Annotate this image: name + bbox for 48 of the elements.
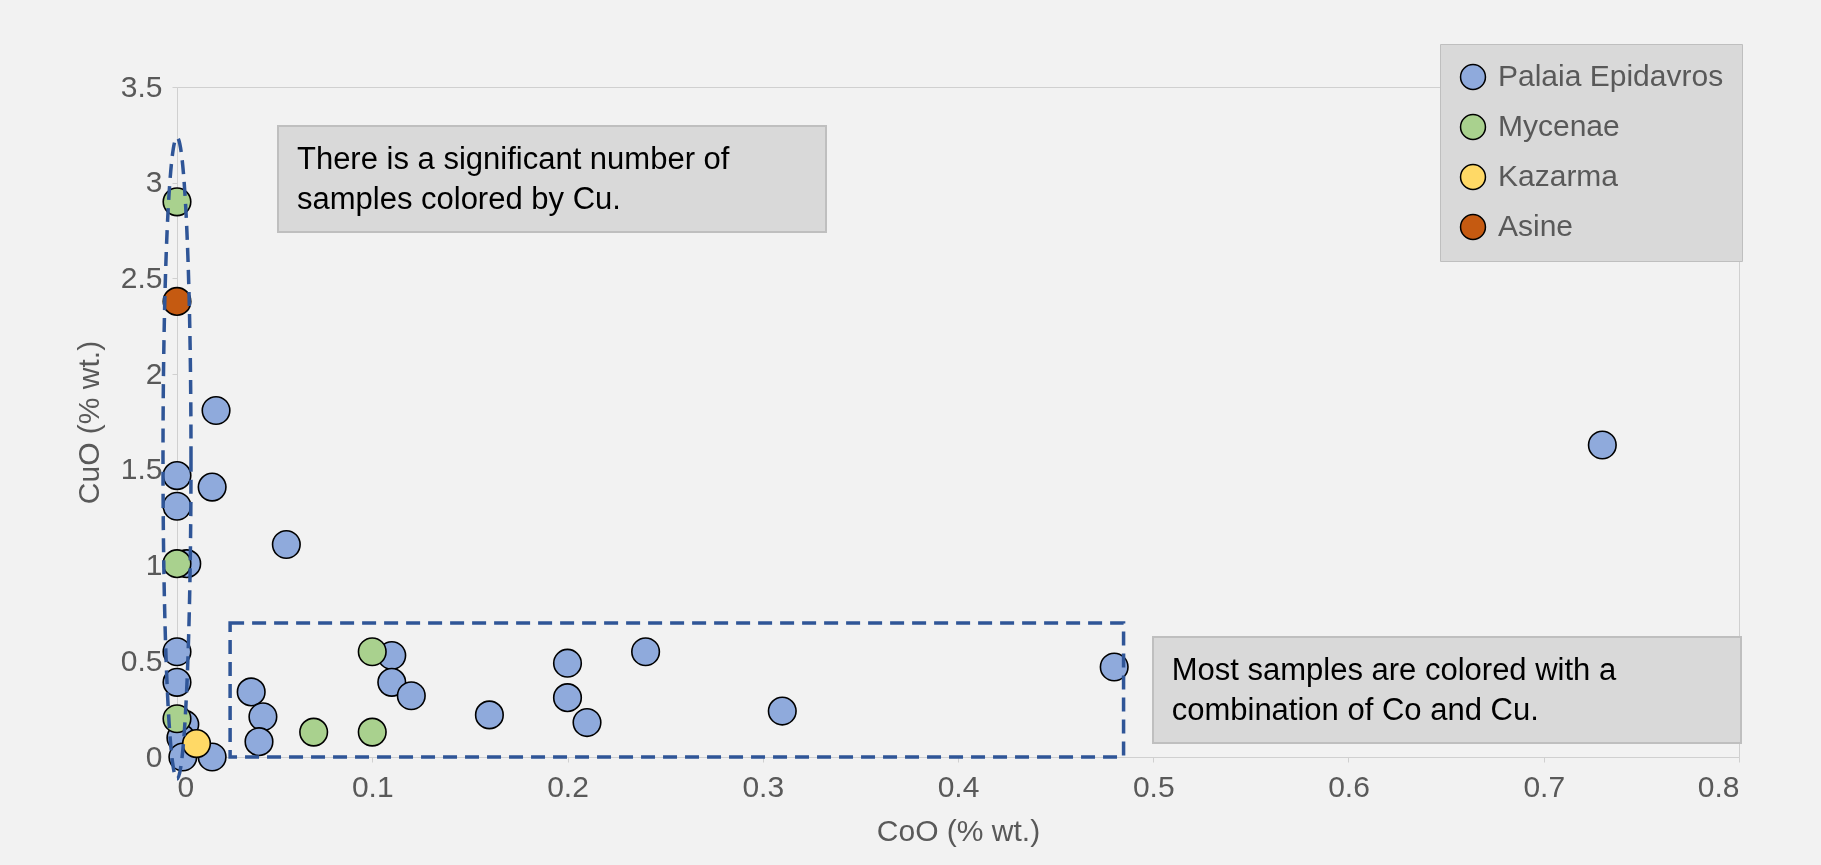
legend-label: Palaia Epidavros [1498,59,1724,92]
y-tick-label: 3.5 [120,69,163,103]
point [162,491,192,521]
x-tick-label: 0.2 [547,769,589,803]
point [552,648,583,678]
point [396,681,426,711]
point [236,677,266,707]
legend-label: Kazarma [1498,159,1619,192]
y-axis-title: CuO (% wt.) [71,340,105,505]
legend-label: Mycenae [1498,109,1620,142]
x-tick-label: 0.1 [351,769,394,803]
point [197,472,227,502]
point [572,707,602,738]
point [377,667,407,697]
point [631,637,661,667]
point [244,727,274,757]
y-tick-label: 0.5 [120,643,163,677]
point [181,729,212,759]
point [1587,430,1617,460]
legend-label: Asine [1498,209,1574,242]
point [299,717,329,747]
x-tick-label: 0.4 [937,769,980,803]
point [248,702,278,732]
y-tick-label: 0 [145,739,163,773]
point [357,717,387,747]
text-box: There is a significant number of samples colored by Cu. [276,125,827,234]
y-tick-label: 1 [145,548,163,582]
y-tick-label: 2 [145,356,163,390]
point [552,683,583,713]
x-tick-label: 0.6 [1328,769,1370,803]
y-tick-label: 2.5 [120,260,163,294]
x-tick-label: 0.8 [1697,769,1740,803]
point [767,696,797,726]
point [474,700,504,730]
x-tick-label: 0.7 [1523,769,1566,803]
y-tick-label: 3 [145,165,163,199]
x-tick-label: 0.5 [1132,769,1175,803]
x-tick-label: 0 [177,769,195,803]
x-axis-title: CoO (% wt.) [876,813,1041,847]
y-tick-label: 1.5 [120,452,163,486]
point [1099,652,1129,682]
point [357,637,387,667]
text-box: Most samples are colored with a combination of Co and Cu. [1151,636,1742,745]
x-tick-label: 0.3 [742,769,785,803]
point [201,395,231,426]
point [271,529,301,560]
point [162,549,192,579]
point [162,461,192,491]
